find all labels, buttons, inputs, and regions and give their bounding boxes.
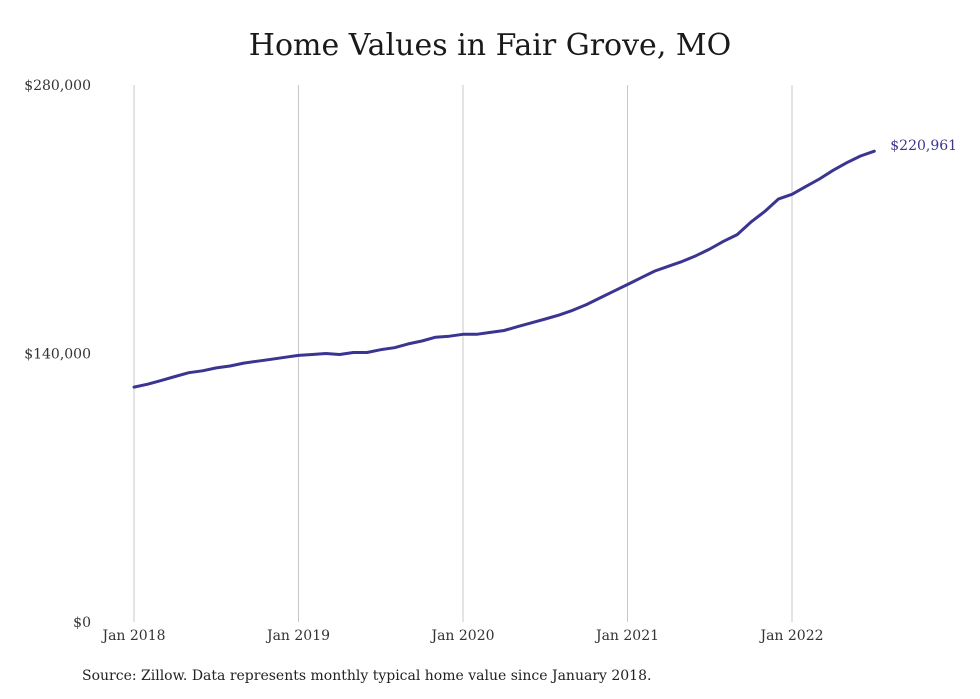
y-tick-label: $280,000 <box>24 78 91 94</box>
y-tick-label: $0 <box>73 615 91 631</box>
y-tick-label: $140,000 <box>24 347 91 363</box>
x-tick-label: Jan 2021 <box>594 628 659 644</box>
x-tick-label: Jan 2020 <box>429 628 494 644</box>
end-value-label: $220,961 <box>890 138 957 154</box>
tick-layer: Jan 2018 Jan 2019 Jan 2020 Jan 2021 Jan 2022… <box>24 78 823 644</box>
chart-title: Home Values in Fair Grove, MO <box>248 28 732 63</box>
series-layer: $220,961 <box>132 138 957 389</box>
x-tick-label: Jan 2019 <box>265 628 330 644</box>
grid-layer <box>133 85 793 622</box>
series-line <box>132 149 876 389</box>
x-tick-label: Jan 2018 <box>100 628 165 644</box>
x-tick-label: Jan 2022 <box>758 628 823 644</box>
source-note: Source: Zillow. Data represents monthly … <box>82 668 652 684</box>
